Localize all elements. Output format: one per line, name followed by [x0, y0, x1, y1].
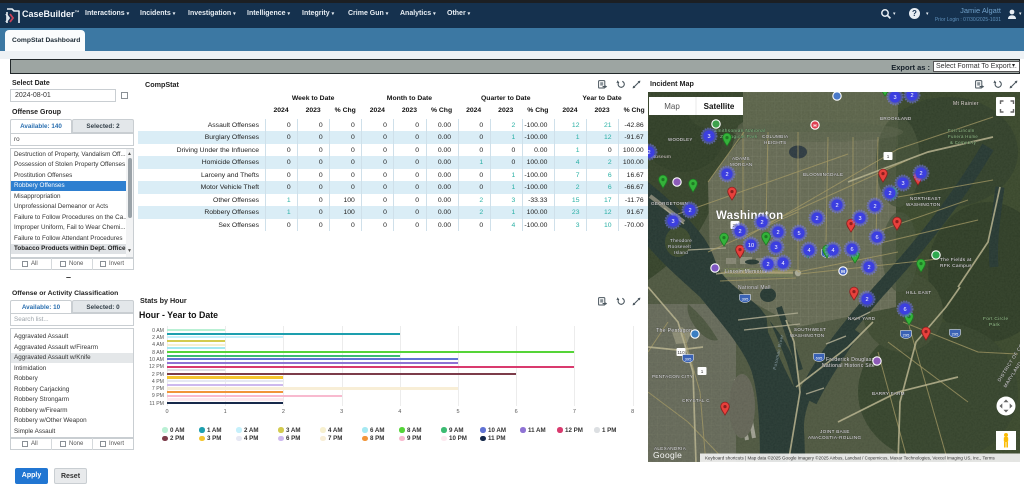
svg-text:The Fields at: The Fields at	[940, 257, 972, 263]
svg-text:Washington: Washington	[716, 210, 783, 222]
svg-text:Island: Island	[674, 250, 688, 255]
svg-text:JOINT BASE: JOINT BASE	[820, 429, 850, 434]
svg-text:3: 3	[774, 245, 777, 251]
svg-text:Theodore: Theodore	[670, 238, 692, 243]
svg-text:MORGAN: MORGAN	[730, 162, 752, 167]
svg-text:Lincoln Memorial: Lincoln Memorial	[725, 269, 768, 275]
svg-text:2: 2	[910, 93, 913, 99]
svg-text:4: 4	[831, 248, 834, 254]
svg-text:2: 2	[873, 204, 876, 210]
svg-text:BARRY FARM: BARRY FARM	[872, 391, 905, 396]
svg-text:The Pentagon: The Pentagon	[656, 328, 692, 334]
svg-text:BLOOMINGDALE: BLOOMINGDALE	[803, 172, 843, 177]
svg-text:WOODLEY: WOODLEY	[668, 137, 693, 142]
svg-text:695: 695	[816, 355, 823, 360]
svg-text:395: 395	[685, 356, 692, 361]
svg-text:M: M	[841, 269, 845, 274]
svg-text:Satellite: Satellite	[704, 102, 735, 111]
svg-text:Fort Lincoln: Fort Lincoln	[948, 128, 975, 133]
svg-text:WASHINGTON: WASHINGTON	[906, 202, 940, 207]
svg-text:395: 395	[742, 296, 749, 301]
svg-text:295: 295	[903, 332, 910, 337]
svg-text:2: 2	[919, 171, 922, 177]
svg-text:2: 2	[835, 203, 838, 209]
svg-text:3: 3	[893, 95, 896, 101]
svg-text:Museum: Museum	[651, 154, 671, 160]
svg-text:ADAMS: ADAMS	[732, 156, 750, 161]
svg-text:2: 2	[725, 172, 728, 178]
svg-text:1: 1	[701, 369, 704, 374]
svg-text:4: 4	[807, 248, 810, 254]
svg-text:3: 3	[707, 134, 710, 140]
svg-text:6: 6	[903, 307, 906, 313]
svg-text:CRYSTAL C: CRYSTAL C	[682, 398, 710, 403]
svg-text:Smithsonian National: Smithsonian National	[714, 128, 765, 134]
svg-text:2: 2	[776, 230, 779, 236]
svg-text:ALEXANDRIA: ALEXANDRIA	[654, 446, 687, 451]
svg-text:NORTHEAST: NORTHEAST	[910, 196, 941, 201]
svg-text:Google: Google	[653, 450, 682, 460]
svg-text:NAVY YARD: NAVY YARD	[848, 316, 875, 321]
svg-text:HEIGHTS: HEIGHTS	[764, 140, 787, 145]
svg-text:SOUTHWEST: SOUTHWEST	[794, 327, 826, 332]
svg-text:BROOKLAND: BROOKLAND	[880, 116, 912, 121]
svg-text:COLUMBIA: COLUMBIA	[762, 134, 789, 139]
svg-text:National Historic Site: National Historic Site	[822, 363, 875, 369]
svg-text:H: H	[813, 123, 816, 128]
svg-text:6: 6	[875, 235, 878, 241]
svg-text:Funera Home: Funera Home	[948, 134, 978, 139]
svg-text:National Mall: National Mall	[738, 285, 771, 291]
svg-text:WASHINGTON: WASHINGTON	[790, 333, 824, 338]
svg-text:2: 2	[760, 220, 763, 226]
svg-text:2: 2	[867, 265, 870, 271]
svg-text:10: 10	[748, 243, 754, 249]
svg-text:Roosevelt: Roosevelt	[668, 244, 692, 249]
svg-text:RFK Campus: RFK Campus	[940, 263, 972, 269]
svg-text:Mt Rainier: Mt Rainier	[953, 101, 979, 107]
svg-text:3: 3	[858, 216, 861, 222]
svg-text:PENTAGON CITY: PENTAGON CITY	[652, 374, 693, 379]
svg-text:2: 2	[648, 150, 651, 156]
svg-text:2: 2	[815, 216, 818, 222]
svg-text:6: 6	[850, 247, 853, 253]
svg-text:2: 2	[688, 208, 691, 214]
svg-text:Keyboard shortcuts | Map dat: Keyboard shortcuts | Map data ©2025 Goog…	[705, 455, 996, 461]
svg-text:295: 295	[952, 331, 959, 336]
svg-text:3: 3	[671, 219, 674, 225]
svg-text:4: 4	[781, 261, 784, 267]
svg-text:1: 1	[887, 154, 890, 159]
svg-text:Frederick Douglass: Frederick Douglass	[826, 357, 875, 363]
svg-text:2: 2	[865, 297, 868, 303]
svg-text:HILL EAST: HILL EAST	[906, 290, 932, 295]
svg-text:& Cemetery: & Cemetery	[950, 140, 977, 145]
svg-text:2: 2	[738, 229, 741, 235]
svg-text:5: 5	[797, 231, 800, 237]
svg-text:110: 110	[677, 350, 685, 355]
svg-text:ANACOSTIA-ROLLING: ANACOSTIA-ROLLING	[808, 435, 861, 440]
svg-text:Map: Map	[664, 102, 680, 111]
svg-text:3: 3	[901, 181, 904, 187]
svg-text:Park: Park	[989, 322, 1000, 328]
svg-text:Fort Circle: Fort Circle	[983, 316, 1008, 322]
svg-text:GEORGETOWN: GEORGETOWN	[651, 201, 688, 206]
svg-text:2: 2	[888, 191, 891, 197]
svg-text:Zoological Park: Zoological Park	[720, 134, 758, 140]
svg-text:2: 2	[766, 262, 769, 268]
